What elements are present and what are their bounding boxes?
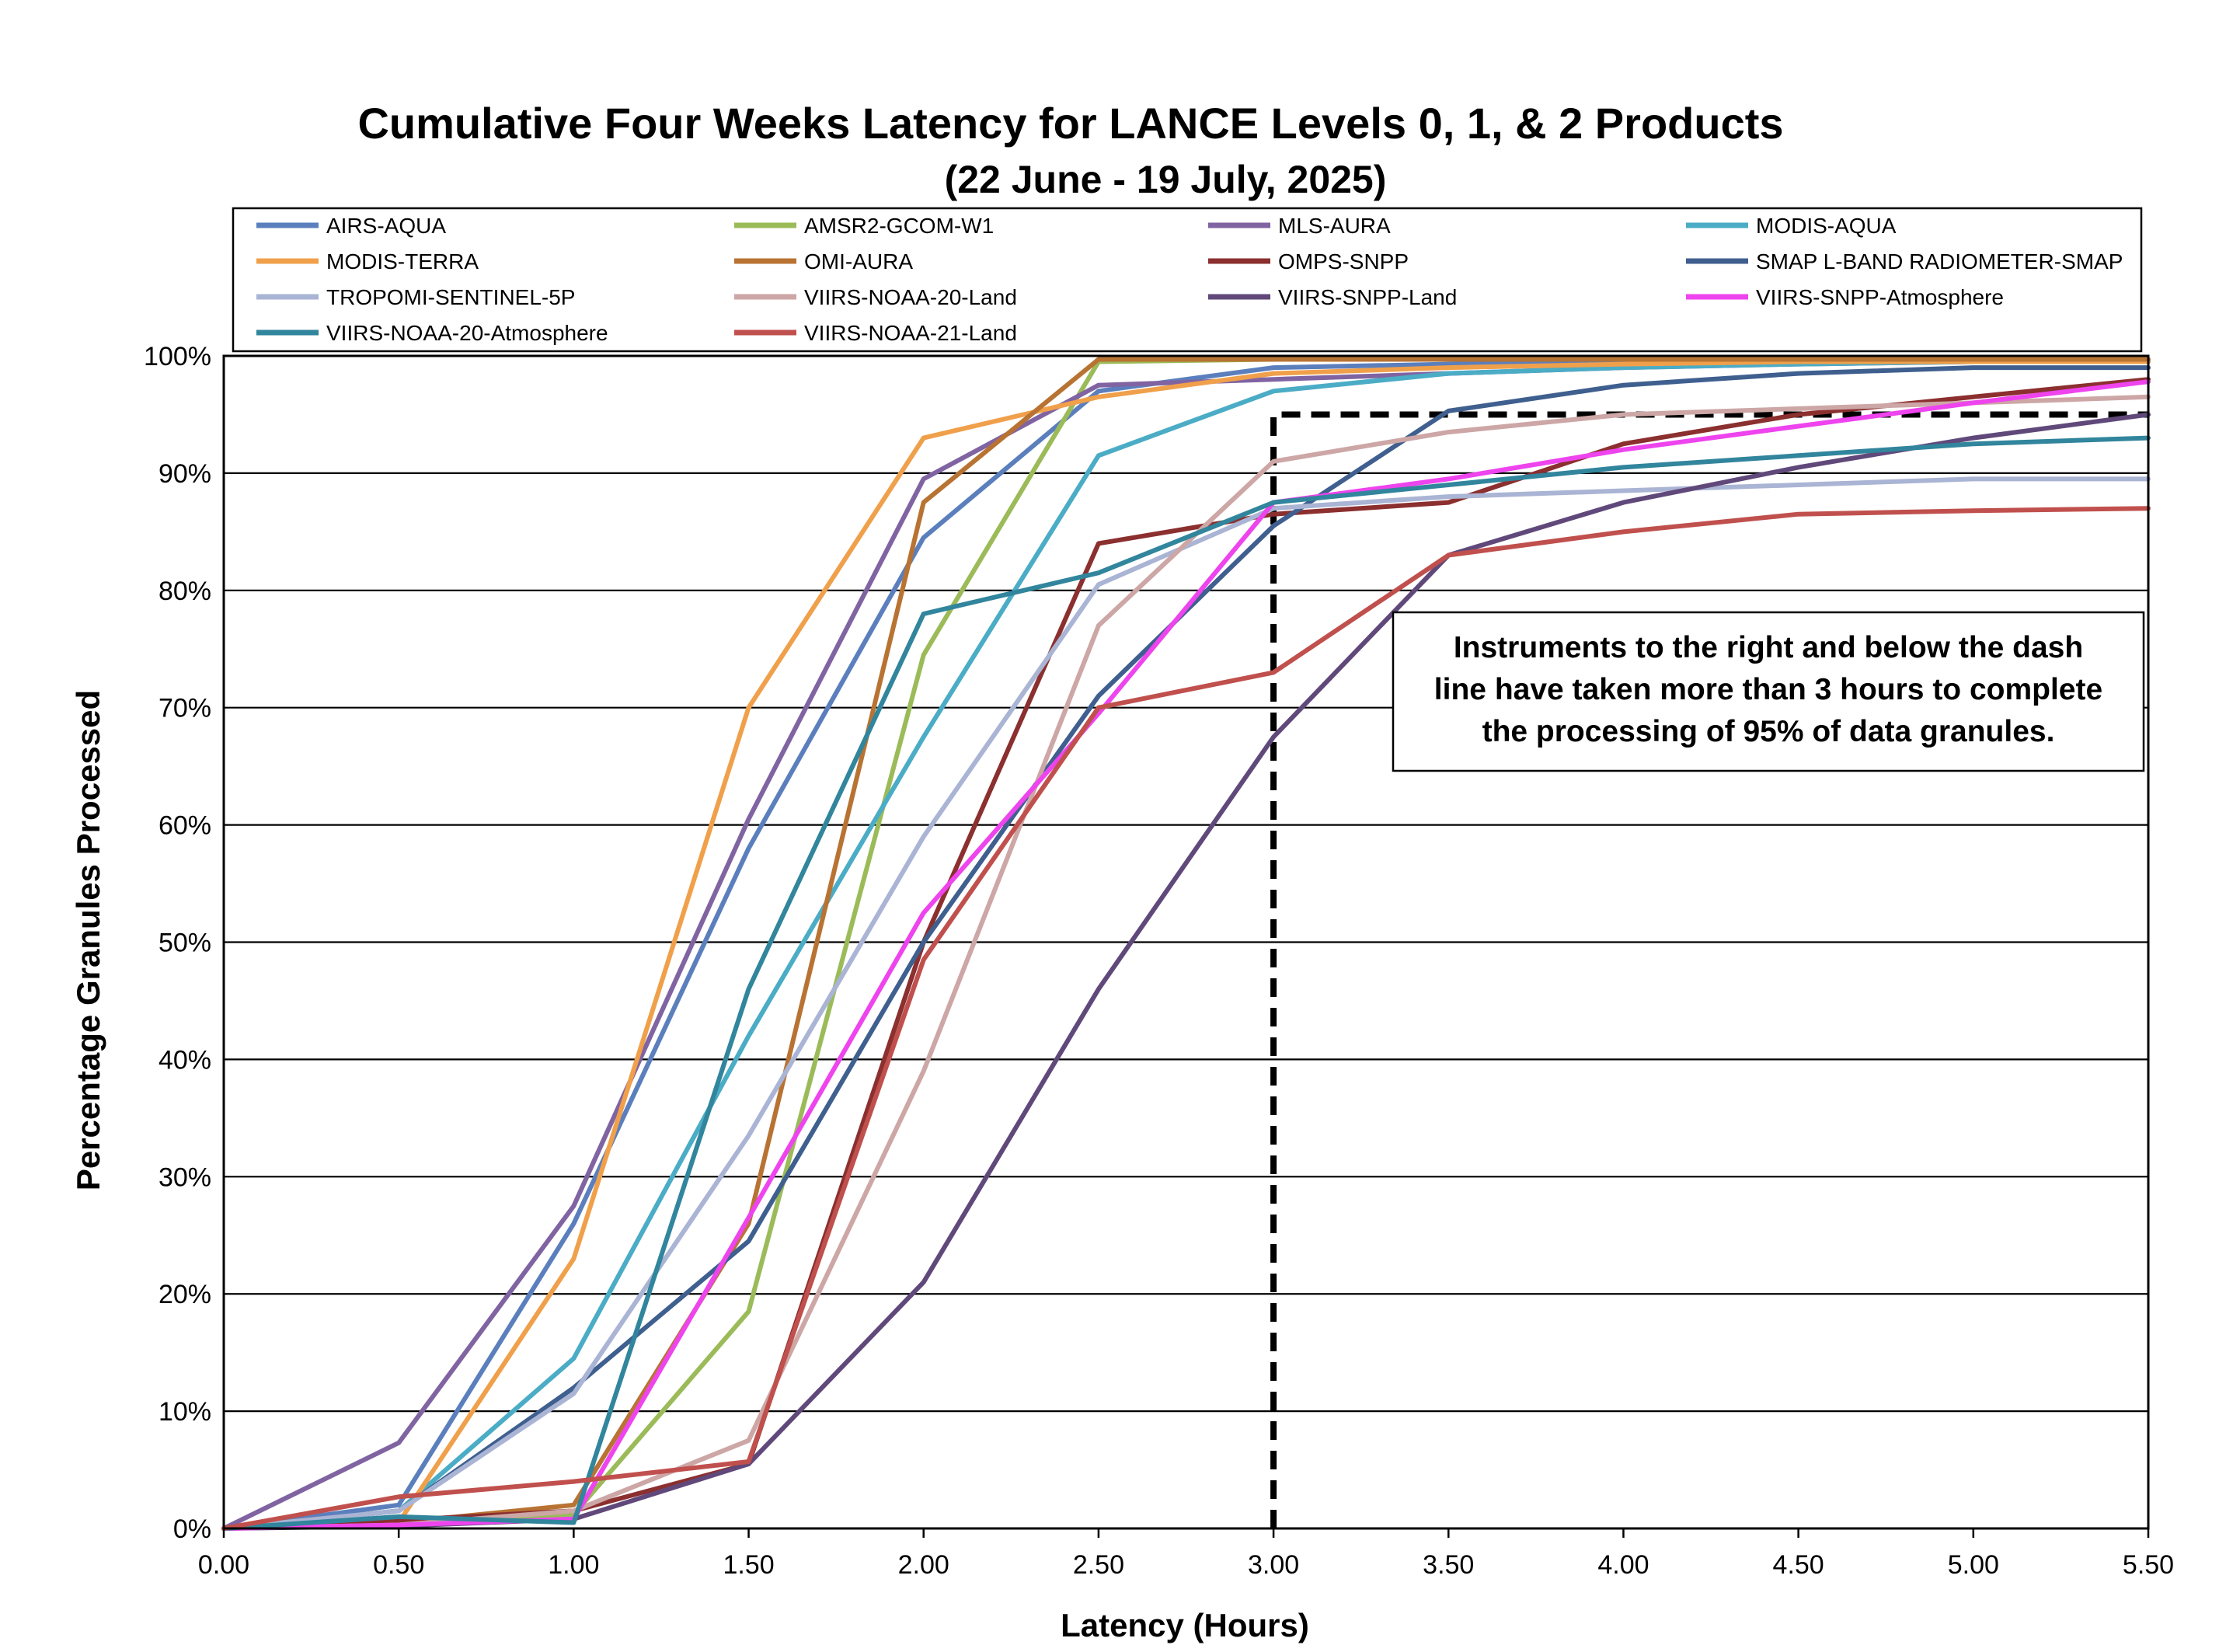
annotation-line: Instruments to the right and below the d…: [1454, 631, 2083, 664]
y-axis-label: Percentage Granules Processed: [70, 690, 106, 1190]
legend-label-tropomi-sentinel-5p: TROPOMI-SENTINEL-5P: [326, 285, 575, 309]
y-tick-label: 0%: [173, 1514, 211, 1544]
legend-label-viirs-snpp-land: VIIRS-SNPP-Land: [1278, 285, 1457, 309]
series-lines: [221, 357, 2151, 1531]
series-line-viirs-noaa-20-atmosphere: [221, 435, 2151, 1531]
x-tick-label: 0.00: [198, 1550, 249, 1580]
y-tick-label: 60%: [158, 811, 211, 841]
legend-label-mls-aura: MLS-AURA: [1278, 214, 1391, 238]
legend-label-airs-aqua: AIRS-AQUA: [326, 214, 446, 238]
legend: AIRS-AQUA AMSR2-GCOM-W1 MLS-AURA MODIS-AQUA…: [232, 207, 2143, 353]
series-line-omps-snpp: [221, 377, 2151, 1531]
y-tick-label: 10%: [158, 1397, 211, 1427]
threshold-line: [1270, 411, 2148, 1528]
legend-label-viirs-noaa-20-atmosphere: VIIRS-NOAA-20-Atmosphere: [326, 321, 608, 345]
legend-label-smap-l-band-radiometer-smap: SMAP L-BAND RADIOMETER-SMAP: [1756, 249, 2123, 274]
y-tick-label: 50%: [158, 929, 211, 958]
annotation-line: line have taken more than 3 hours to com…: [1434, 673, 2102, 706]
y-tick-label: 40%: [158, 1045, 211, 1075]
x-tick-label: 4.50: [1773, 1550, 1824, 1580]
y-tick-label: 70%: [158, 694, 211, 723]
legend-box: [232, 207, 2143, 353]
x-tick-label: 3.00: [1248, 1550, 1299, 1580]
series-line-viirs-noaa-21-land: [221, 506, 2151, 1531]
y-tick-label: 80%: [158, 577, 211, 606]
legend-label-omps-snpp: OMPS-SNPP: [1278, 249, 1409, 274]
x-tick-label: 4.00: [1597, 1550, 1649, 1580]
y-tick-label: 100%: [144, 342, 211, 371]
x-tick-label: 5.00: [1948, 1550, 1999, 1580]
x-tick-label: 5.50: [2123, 1550, 2174, 1580]
y-tick-label: 30%: [158, 1162, 211, 1192]
legend-label-amsr2-gcom-w1: AMSR2-GCOM-W1: [804, 214, 994, 238]
legend-label-viirs-noaa-21-land: VIIRS-NOAA-21-Land: [804, 321, 1017, 345]
legend-label-viirs-noaa-20-land: VIIRS-NOAA-20-Land: [804, 285, 1017, 309]
legend-label-viirs-snpp-atmosphere: VIIRS-SNPP-Atmosphere: [1756, 285, 2004, 309]
x-axis-ticks: 0.00 0.50 1.00 1.50 2.00 2.50 3.00 3.50 4.00 4.50…: [198, 1528, 2174, 1580]
legend-label-omi-aura: OMI-AURA: [804, 249, 913, 274]
y-tick-label: 20%: [158, 1280, 211, 1309]
x-tick-label: 1.50: [723, 1550, 774, 1580]
series-line-viirs-snpp-land: [221, 412, 2151, 1531]
x-tick-label: 2.50: [1073, 1550, 1124, 1580]
x-tick-label: 1.00: [548, 1550, 599, 1580]
annotation-line: the processing of 95% of data granules.: [1482, 715, 2055, 748]
x-tick-label: 2.00: [898, 1550, 949, 1580]
x-axis-label: Latency (Hours): [1061, 1607, 1309, 1643]
threshold-dash-line: [1270, 411, 2148, 1528]
x-tick-label: 0.50: [373, 1550, 424, 1580]
annotation-frame: [1392, 611, 2145, 772]
series-line-omi-aura: [221, 357, 2151, 1531]
series-line-viirs-snpp-atmosphere: [221, 379, 2151, 1531]
legend-label-modis-aqua: MODIS-AQUA: [1756, 214, 1897, 238]
plot-area-border: [222, 354, 2150, 1530]
annotation-box: Instruments to the right and below the d…: [1392, 611, 2145, 772]
y-tick-label: 90%: [158, 459, 211, 489]
legend-label-modis-terra: MODIS-TERRA: [326, 249, 479, 274]
y-axis-ticks: 0% 10% 20% 30% 40% 50% 60% 70% 80% 90% 100%: [144, 342, 211, 1544]
chart-subtitle: (22 June - 19 July, 2025): [945, 158, 1387, 201]
chart-title: Cumulative Four Weeks Latency for LANCE …: [357, 99, 1783, 148]
x-tick-label: 3.50: [1423, 1550, 1474, 1580]
series-line-viirs-noaa-20-land: [221, 394, 2151, 1531]
